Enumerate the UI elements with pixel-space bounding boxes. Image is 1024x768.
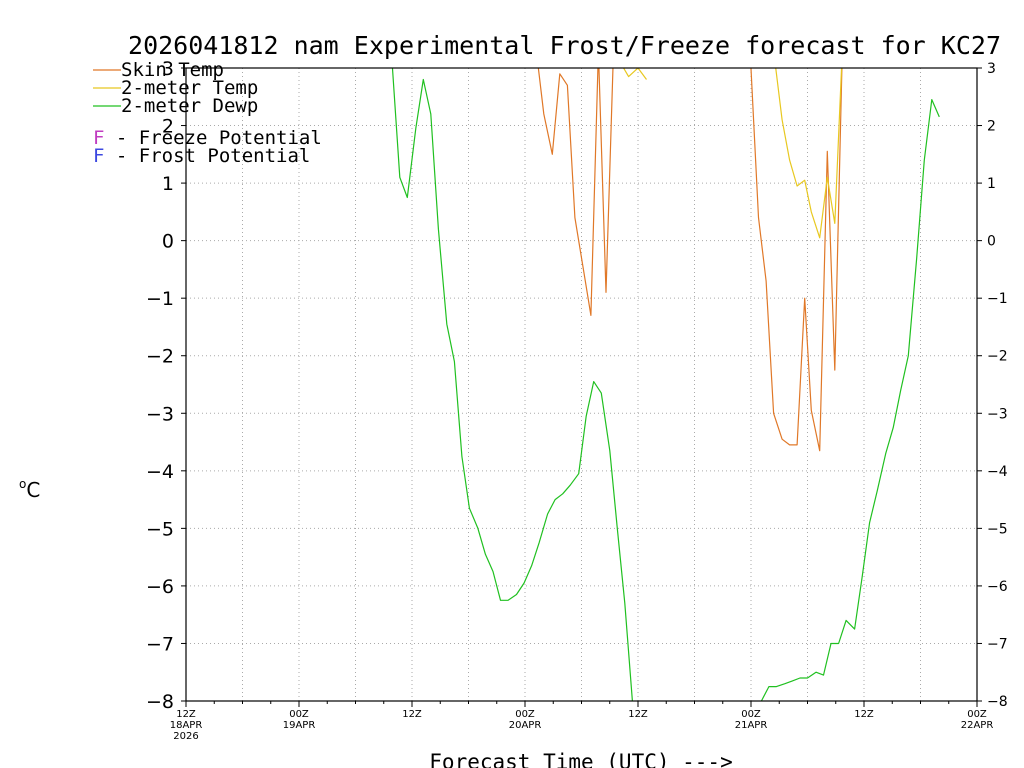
x-tick-label: 00Z [967,709,987,720]
series-layer [391,68,940,701]
plot-frame [185,67,978,702]
y-tick-label-left: −2 [146,346,174,368]
y-tick-label-left: −1 [146,288,174,310]
series-2-meter-dewp-line-4 [391,68,633,701]
y-tick-label-right: −4 [987,464,1008,480]
legend-label: 2-meter Temp [121,77,258,99]
x-tick-label: 18APR [170,720,203,731]
y-tick-label-right: 2 [987,119,996,135]
x-tick-label: 12Z [176,709,196,720]
x-tick-label: 20APR [509,720,542,731]
y-tick-label-left: −4 [146,461,174,483]
series-2-meter-temp-line-3 [775,68,843,239]
series-2-meter-temp-line-2 [622,68,647,80]
y-tick-label-right: 1 [987,176,996,192]
y-tick-label-right: −5 [987,521,1008,537]
potential-text: - Frost Potential [104,145,310,167]
y-tick-label-left: 2 [162,116,174,138]
y-axis-left: 3 2 1 0 −1 −2 −3 −4 −5 −6 −7 −8 [146,58,186,713]
legend-label: 2-meter Dewp [121,95,258,117]
potential-legend-item: F - Frost Potential [93,145,310,167]
series-skin-temp-line-0 [537,68,614,316]
legend-label: Skin Temp [121,59,224,81]
y-tick-label-left: −7 [146,633,174,655]
y-tick-label-left: −6 [146,576,174,598]
series-2-meter-dewp-line-5 [760,98,940,701]
x-tick-label: 22APR [961,720,994,731]
potential-letter: F [93,127,104,149]
y-tick-label-left: 3 [162,58,174,80]
y-tick-label-right: −8 [987,694,1008,710]
y-tick-label-right: −2 [987,349,1008,365]
potential-text: - Freeze Potential [104,127,321,149]
y-axis-right: 3 2 1 0 −1 −2 −3 −4 −5 −6 −7 −8 [977,61,1008,710]
y-tick-label-right: 0 [987,234,996,250]
y-tick-label-left: 0 [162,231,174,253]
x-tick-label: 00Z [289,709,309,720]
x-tick-label: 00Z [741,709,761,720]
chart-title: 2026041812 nam Experimental Frost/Freeze… [128,31,1001,60]
y-tick-label-right: −3 [987,406,1008,422]
x-tick-label: 19APR [283,720,316,731]
potential-letter: F [93,145,104,167]
x-tick-label: 2026 [173,731,198,742]
y-tick-label-right: −6 [987,579,1008,595]
y-axis-label-main: C [26,478,40,502]
x-tick-label: 12Z [402,709,422,720]
x-tick-label: 12Z [628,709,648,720]
potential-legend-item: F - Freeze Potential [93,127,322,149]
y-tick-label-left: −5 [146,518,174,540]
y-axis-label: oC [19,477,40,502]
y-tick-label-right: 3 [987,61,996,77]
x-tick-label: 12Z [854,709,874,720]
y-tick-label-left: 1 [162,173,174,195]
y-tick-label-right: −7 [987,636,1008,652]
y-axis-label-sup: o [19,477,26,491]
x-axis-label: Forecast Time (UTC) ---> [429,750,732,768]
y-tick-label-left: −3 [146,403,174,425]
x-tick-label: 00Z [515,709,535,720]
gridlines [186,68,977,701]
series-skin-temp-line-1 [750,68,843,452]
y-tick-label-left: −8 [146,691,174,713]
y-tick-label-right: −1 [987,291,1008,307]
x-tick-label: 21APR [735,720,768,731]
